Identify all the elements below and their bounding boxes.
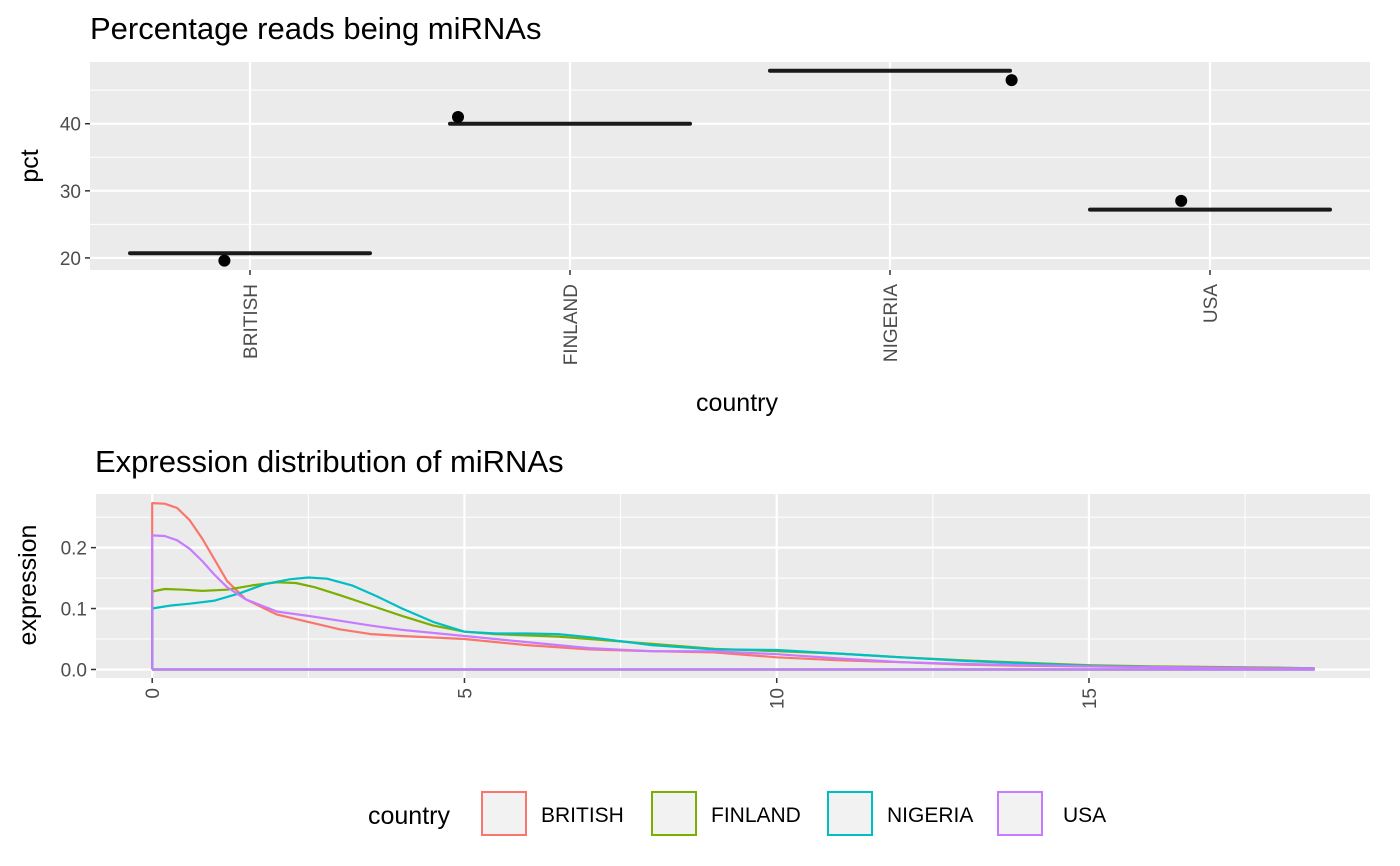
legend-key-usa [997, 791, 1043, 836]
legend-item-nigeria: NIGERIA [827, 791, 973, 836]
data-point-nigeria [1005, 74, 1018, 87]
data-point-finland [452, 111, 464, 124]
bottom-y-tick-label: 0.0 [61, 660, 87, 681]
legend-label-usa: USA [1063, 804, 1106, 827]
bottom-x-tick-label: 0 [143, 688, 164, 699]
data-point-british [218, 254, 231, 267]
top-x-tick-label: BRITISH [241, 284, 262, 359]
top-x-tick-label: FINLAND [561, 284, 582, 365]
bottom-chart: Expression distribution of miRNAs 0.0 0.1… [14, 444, 1370, 709]
data-point-usa [1175, 194, 1188, 207]
top-points [218, 74, 1188, 267]
top-hlines [128, 68, 1332, 256]
top-y-tick-label: 40 [60, 115, 81, 136]
density-lines [151, 502, 1315, 671]
top-y-tick-label: 30 [60, 182, 81, 203]
legend-label-british: BRITISH [541, 804, 624, 827]
top-chart-title: Percentage reads being miRNAs [90, 11, 541, 46]
bottom-x-tick-label: 10 [768, 688, 789, 709]
top-x-tick-label: NIGERIA [881, 284, 902, 362]
top-x-tick-label: USA [1201, 284, 1222, 323]
top-y-ticks: 20 30 40 [60, 115, 90, 270]
legend-key-nigeria [827, 791, 873, 836]
legend-label-nigeria: NIGERIA [887, 804, 973, 827]
bottom-x-ticks: 0 5 10 15 [143, 678, 1101, 709]
top-grid [90, 62, 1370, 270]
top-x-ticks: BRITISH FINLAND NIGERIA USA [241, 270, 1222, 365]
top-chart: Percentage reads being miRNAs 20 30 40 BRI… [16, 11, 1370, 417]
bottom-x-tick-label: 5 [455, 688, 476, 699]
bottom-x-tick-label: 15 [1080, 688, 1101, 709]
legend-title: country [368, 802, 450, 830]
bottom-y-tick-label: 0.2 [61, 539, 87, 560]
legend-item-usa: USA [997, 791, 1106, 836]
legend-item-finland: FINLAND [651, 791, 801, 836]
legend-item-british: BRITISH [481, 791, 624, 836]
legend-key-british [481, 791, 527, 836]
top-panel-background [90, 62, 1370, 270]
legend-label-finland: FINLAND [711, 804, 801, 827]
legend-key-finland [651, 791, 697, 836]
density-line-usa [151, 534, 1315, 671]
top-y-tick-label: 20 [60, 249, 81, 270]
bottom-y-axis-label: expression [14, 525, 42, 646]
top-y-axis-label: pct [16, 149, 44, 182]
bottom-y-tick-label: 0.1 [61, 600, 87, 621]
bottom-chart-title: Expression distribution of miRNAs [95, 444, 564, 479]
legend: country BRITISH FINLAND NIGERIA USA [368, 791, 1106, 836]
top-x-axis-label: country [696, 389, 778, 417]
bottom-y-ticks: 0.0 0.1 0.2 [61, 539, 96, 681]
